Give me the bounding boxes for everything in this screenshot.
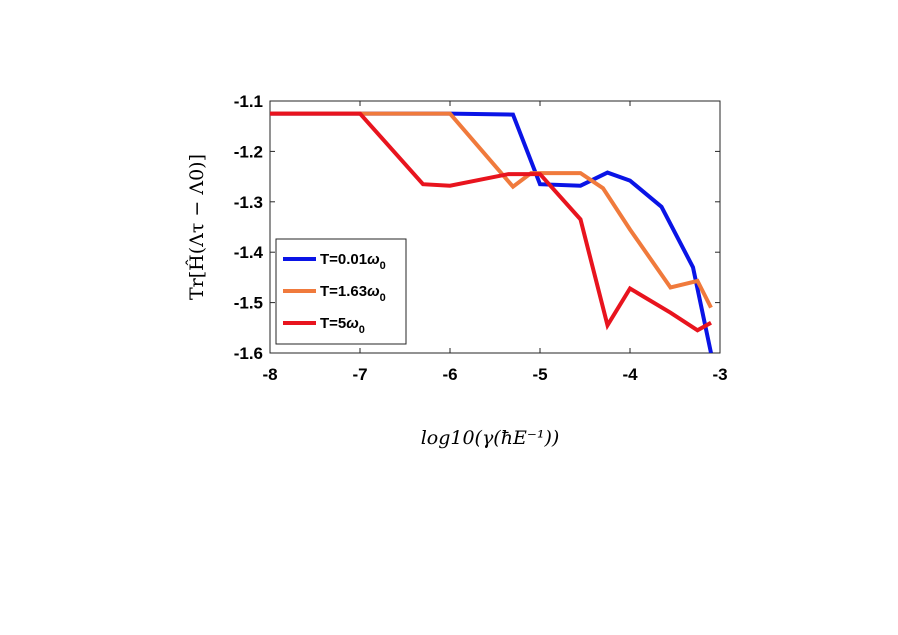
x-tick-label: -7 <box>352 365 367 384</box>
y-tick-label: -1.4 <box>234 243 264 262</box>
y-tick-label: -1.5 <box>234 294 263 313</box>
x-tick-label: -8 <box>262 365 277 384</box>
y-axis-label: Tr[Ĥ(Λτ − Λ0)] <box>185 154 208 300</box>
series-line-3 <box>270 111 712 333</box>
ticks-layer: -8 -7 -6 -5 -4 -3 -1.1 -1.2 -1.3 -1.4 -1.5 -1.6 <box>234 92 728 384</box>
y-tick-label: -1.1 <box>234 92 263 111</box>
series-layer <box>270 111 713 353</box>
y-tick-label: -1.2 <box>234 142 263 161</box>
y-tick-label: -1.6 <box>234 344 263 363</box>
legend-items: T=0.01ω0 T=1.63ω0 T=5ω0 <box>283 251 386 336</box>
series-line-2 <box>270 111 713 309</box>
x-tick-label: -6 <box>442 365 457 384</box>
legend-label-1: T=0.01ω0 <box>320 251 386 272</box>
x-tick-label: -5 <box>532 365 547 384</box>
x-tick-label: -4 <box>622 365 638 384</box>
y-tick-label: -1.3 <box>234 193 263 212</box>
legend-label-2: T=1.63ω0 <box>320 283 386 304</box>
x-tick-label: -3 <box>712 365 727 384</box>
legend-label-3: T=5ω0 <box>320 315 365 336</box>
x-axis-label: log10(γ(ħE⁻¹)) <box>421 427 560 449</box>
legend: T=0.01ω0 T=1.63ω0 T=5ω0 <box>275 238 407 345</box>
